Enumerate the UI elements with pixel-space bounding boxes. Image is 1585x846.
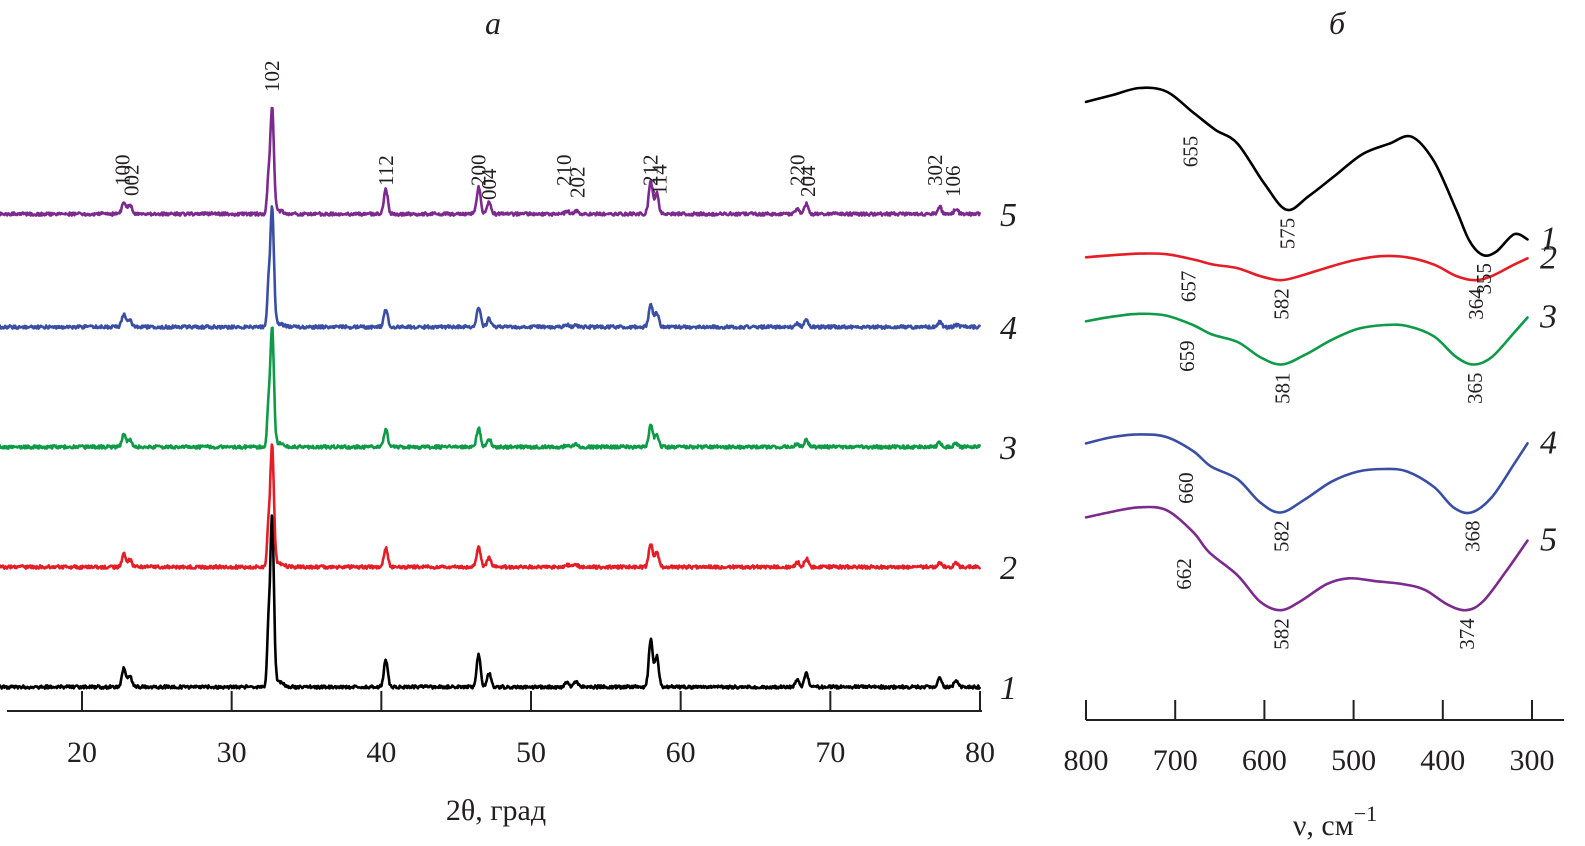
xrd-peak-label: 106	[941, 166, 965, 198]
ir-band-label: 655	[1178, 136, 1202, 168]
xrd-series-label-3: 3	[999, 430, 1017, 467]
xrd-trace-2	[0, 443, 981, 570]
xrd-x-tick-label: 80	[965, 736, 995, 769]
ir-band-label: 582	[1270, 618, 1294, 650]
ir-band-label: 582	[1270, 288, 1294, 320]
ir-series-label-4: 4	[1540, 424, 1557, 461]
ir-band-label: 659	[1175, 340, 1199, 372]
ir-band-label: 365	[1463, 373, 1487, 405]
ir-band-label: 368	[1460, 521, 1484, 553]
xrd-series-label-1: 1	[1000, 670, 1017, 707]
xrd-traces	[0, 106, 981, 690]
xrd-series-label-2: 2	[1000, 550, 1017, 587]
ir-trace-5	[1084, 505, 1529, 612]
xrd-peak-label: 212	[639, 155, 663, 187]
ir-traces	[1084, 86, 1529, 612]
ir-band-label: 660	[1174, 472, 1198, 504]
ir-x-ticks: 800 700 600 500 400 300	[1064, 700, 1555, 777]
ir-band-label: 657	[1177, 271, 1201, 303]
ir-x-tick-label: 600	[1242, 744, 1287, 777]
xrd-peak-label: 102	[260, 61, 284, 93]
ir-panel: б 655 575 355 657 582 364 659 581 365 660 582 368 66…	[1064, 5, 1564, 842]
ir-x-tick-label: 500	[1331, 744, 1376, 777]
panel-label-a: a	[485, 5, 501, 41]
xrd-x-ticks: 20 30 40 50 60 70 80	[67, 691, 995, 769]
xrd-series-label-5: 5	[1000, 197, 1017, 234]
ir-x-axis-title: ν, см−1	[1293, 801, 1377, 842]
ir-series-label-3: 3	[1539, 299, 1557, 336]
xrd-series-labels: 1 2 3 4 5	[999, 197, 1017, 707]
xrd-peak-label: 220	[785, 155, 809, 187]
ir-series-label-1: 1	[1540, 220, 1557, 257]
xrd-x-tick-label: 60	[666, 736, 696, 769]
ir-x-tick-label: 400	[1420, 744, 1465, 777]
xrd-series-label-4: 4	[1000, 310, 1017, 347]
ir-x-axis-title-main: ν, см	[1293, 809, 1354, 842]
xrd-trace-1	[0, 514, 981, 690]
xrd-x-tick-label: 20	[67, 736, 97, 769]
xrd-x-tick-label: 50	[516, 736, 546, 769]
xrd-peak-label: 210	[552, 155, 576, 187]
ir-band-label: 662	[1172, 558, 1196, 590]
ir-series-label-5: 5	[1540, 522, 1557, 559]
ir-band-label: 374	[1455, 618, 1479, 650]
xrd-trace-5	[0, 106, 981, 217]
xrd-x-tick-label: 40	[366, 736, 396, 769]
ir-trace-2	[1084, 252, 1529, 282]
xrd-peak-label: 002	[119, 165, 143, 197]
ir-series-labels: 12 3 4 5	[1539, 220, 1557, 558]
ir-band-label: 355	[1472, 263, 1496, 295]
ir-trace-3	[1084, 312, 1529, 366]
xrd-peak-label: 114	[648, 164, 672, 195]
ir-series-label-2: 2	[1540, 239, 1557, 276]
xrd-peak-label: 302	[923, 155, 947, 187]
ir-x-tick-label: 800	[1064, 744, 1109, 777]
xrd-peak-label: 004	[477, 168, 501, 200]
ir-x-tick-label: 700	[1153, 744, 1198, 777]
panel-label-b: б	[1329, 5, 1346, 41]
xrd-x-tick-label: 70	[815, 736, 845, 769]
xrd-peak-label: 100	[110, 155, 134, 187]
ir-band-labels: 655 575 355 657 582 364 659 581 365 660 582 368 662 5…	[1172, 136, 1496, 650]
xrd-trace-4	[0, 205, 981, 330]
ir-trace-4	[1084, 433, 1529, 515]
ir-x-tick-label: 300	[1510, 744, 1555, 777]
xrd-x-tick-label: 30	[217, 736, 247, 769]
ir-band-label: 581	[1270, 373, 1294, 405]
xrd-peak-label: 112	[374, 155, 398, 186]
ir-band-label: 364	[1464, 288, 1488, 320]
ir-trace-1	[1084, 86, 1529, 258]
xrd-x-axis-title: 2θ, град	[446, 794, 546, 827]
ir-x-axis-title-sup: −1	[1354, 801, 1377, 826]
xrd-peak-label: 204	[796, 165, 820, 197]
xrd-trace-3	[0, 326, 981, 450]
xrd-peak-label: 202	[565, 167, 589, 199]
ir-band-label: 575	[1276, 218, 1300, 250]
xrd-peak-label: 200	[467, 155, 491, 187]
ir-band-label: 582	[1270, 521, 1294, 553]
